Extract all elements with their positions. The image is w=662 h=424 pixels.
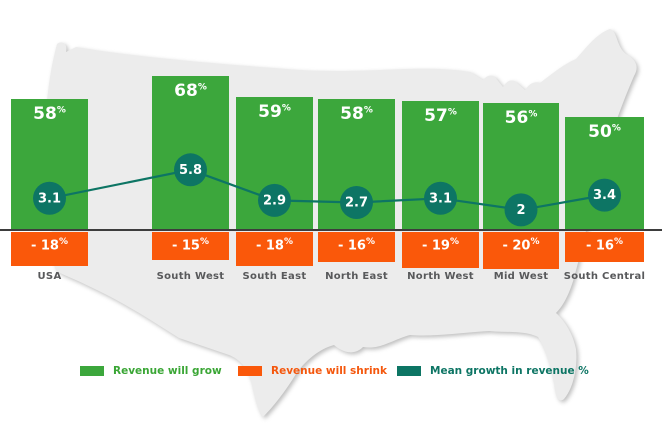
shrink-bar-south-east: - 18% [236,232,313,266]
shrink-bar-south-west: - 15% [152,232,229,260]
category-label-mid-west: Mid West [493,271,549,282]
grow-value-label: 56% [504,108,538,128]
category-label-north-west: North West [407,271,474,282]
grow-bar-usa: 58% [11,99,88,230]
shrink-bar-north-west: - 19% [402,232,479,268]
legend: Revenue will grow Revenue will shrink Me… [0,365,662,381]
grow-value-label: 57% [424,106,457,126]
mean-growth-swatch-icon [397,366,421,376]
shrink-value-label: - 20% [502,237,540,254]
legend-shrink-label: Revenue will shrink [271,365,388,377]
grow-value-label: 58% [340,104,373,124]
shrink-swatch-icon [238,366,262,376]
grow-value-label: 59% [258,102,291,122]
legend-item-shrink: Revenue will shrink [238,365,387,377]
grow-value-label: 68% [174,81,207,101]
legend-item-mean-growth: Mean growth in revenue % [397,365,589,377]
legend-item-grow: Revenue will grow [80,365,222,377]
grow-bar-south-east: 59% [236,97,313,230]
grow-bar-south-west: 68% [152,76,229,230]
shrink-value-label: - 18% [255,237,294,254]
shrink-bar-north-east: - 16% [318,232,395,262]
shrink-bar-usa: - 18% [11,232,88,266]
grow-swatch-icon [80,366,104,376]
category-label-north-east: North East [325,271,388,282]
grow-bar-south-central: 50% [565,117,644,230]
shrink-value-label: - 15% [171,237,210,254]
category-label-south-central: South Central [563,271,646,282]
shrink-value-label: - 16% [337,237,376,254]
shrink-bar-south-central: - 16% [565,232,644,262]
legend-mean-growth-label: Mean growth in revenue % [430,365,589,377]
legend-grow-label: Revenue will grow [113,365,222,377]
grow-bar-mid-west: 56% [483,103,559,230]
shrink-value-label: - 19% [421,237,460,254]
grow-bar-north-west: 57% [402,101,479,230]
grow-bar-north-east: 58% [318,99,395,230]
category-label-usa: USA [37,271,62,282]
shrink-value-label: - 18% [30,237,69,254]
shrink-value-label: - 16% [585,237,624,254]
grow-value-label: 58% [33,104,66,124]
category-label-south-west: South West [156,271,225,282]
zero-axis-line [0,229,662,231]
grow-value-label: 50% [588,122,621,142]
shrink-bar-mid-west: - 20% [483,232,559,269]
category-label-south-east: South East [242,271,307,282]
